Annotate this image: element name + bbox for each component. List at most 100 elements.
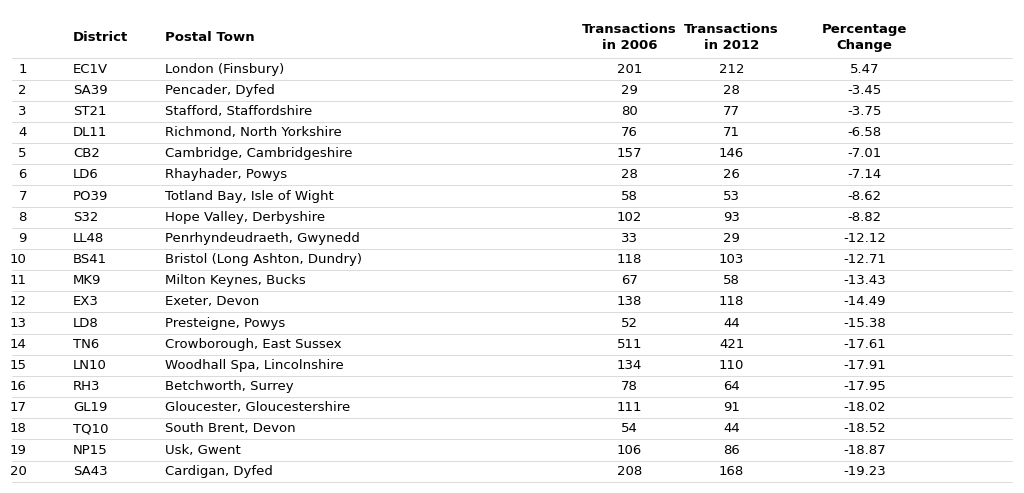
Text: 20: 20 bbox=[10, 465, 27, 478]
Text: Penrhyndeudraeth, Gwynedd: Penrhyndeudraeth, Gwynedd bbox=[165, 232, 359, 245]
Text: Percentage
Change: Percentage Change bbox=[821, 23, 907, 52]
Text: 76: 76 bbox=[621, 126, 638, 139]
Text: London (Finsbury): London (Finsbury) bbox=[165, 63, 284, 75]
Text: 208: 208 bbox=[616, 465, 642, 478]
Text: 118: 118 bbox=[719, 295, 744, 309]
Text: 5.47: 5.47 bbox=[850, 63, 879, 75]
Text: LN10: LN10 bbox=[73, 359, 106, 372]
Text: 64: 64 bbox=[723, 380, 740, 393]
Text: -13.43: -13.43 bbox=[843, 274, 886, 287]
Text: 212: 212 bbox=[719, 63, 744, 75]
Text: 10: 10 bbox=[10, 253, 27, 266]
Text: 54: 54 bbox=[621, 423, 638, 435]
Text: 28: 28 bbox=[723, 84, 740, 97]
Text: Totland Bay, Isle of Wight: Totland Bay, Isle of Wight bbox=[165, 189, 334, 203]
Text: Cambridge, Cambridgeshire: Cambridge, Cambridgeshire bbox=[165, 147, 352, 160]
Text: -17.91: -17.91 bbox=[843, 359, 886, 372]
Text: 511: 511 bbox=[616, 338, 642, 351]
Text: Postal Town: Postal Town bbox=[165, 31, 254, 44]
Text: MK9: MK9 bbox=[73, 274, 101, 287]
Text: 11: 11 bbox=[10, 274, 27, 287]
Text: PO39: PO39 bbox=[73, 189, 109, 203]
Text: -15.38: -15.38 bbox=[843, 317, 886, 329]
Text: 8: 8 bbox=[18, 211, 27, 224]
Text: 12: 12 bbox=[10, 295, 27, 309]
Text: DL11: DL11 bbox=[73, 126, 108, 139]
Text: 67: 67 bbox=[621, 274, 638, 287]
Text: -17.61: -17.61 bbox=[843, 338, 886, 351]
Text: RH3: RH3 bbox=[73, 380, 100, 393]
Text: -17.95: -17.95 bbox=[843, 380, 886, 393]
Text: Bristol (Long Ashton, Dundry): Bristol (Long Ashton, Dundry) bbox=[165, 253, 361, 266]
Text: EX3: EX3 bbox=[73, 295, 98, 309]
Text: -18.87: -18.87 bbox=[843, 444, 886, 457]
Text: Cardigan, Dyfed: Cardigan, Dyfed bbox=[165, 465, 272, 478]
Text: NP15: NP15 bbox=[73, 444, 108, 457]
Text: -12.12: -12.12 bbox=[843, 232, 886, 245]
Text: Presteigne, Powys: Presteigne, Powys bbox=[165, 317, 285, 329]
Text: LD6: LD6 bbox=[73, 169, 98, 181]
Text: 29: 29 bbox=[723, 232, 740, 245]
Text: 5: 5 bbox=[18, 147, 27, 160]
Text: SA43: SA43 bbox=[73, 465, 108, 478]
Text: -3.45: -3.45 bbox=[847, 84, 882, 97]
Text: 138: 138 bbox=[616, 295, 642, 309]
Text: 93: 93 bbox=[723, 211, 740, 224]
Text: 58: 58 bbox=[621, 189, 638, 203]
Text: -3.75: -3.75 bbox=[847, 105, 882, 118]
Text: 44: 44 bbox=[723, 423, 740, 435]
Text: 86: 86 bbox=[723, 444, 740, 457]
Text: CB2: CB2 bbox=[73, 147, 99, 160]
Text: 3: 3 bbox=[18, 105, 27, 118]
Text: Rhayhader, Powys: Rhayhader, Powys bbox=[165, 169, 287, 181]
Text: 44: 44 bbox=[723, 317, 740, 329]
Text: 7: 7 bbox=[18, 189, 27, 203]
Text: South Brent, Devon: South Brent, Devon bbox=[165, 423, 295, 435]
Text: SA39: SA39 bbox=[73, 84, 108, 97]
Text: 168: 168 bbox=[719, 465, 744, 478]
Text: 110: 110 bbox=[719, 359, 744, 372]
Text: 6: 6 bbox=[18, 169, 27, 181]
Text: Stafford, Staffordshire: Stafford, Staffordshire bbox=[165, 105, 312, 118]
Text: 80: 80 bbox=[622, 105, 638, 118]
Text: Woodhall Spa, Lincolnshire: Woodhall Spa, Lincolnshire bbox=[165, 359, 343, 372]
Text: 16: 16 bbox=[10, 380, 27, 393]
Text: 134: 134 bbox=[616, 359, 642, 372]
Text: 19: 19 bbox=[10, 444, 27, 457]
Text: -7.01: -7.01 bbox=[847, 147, 882, 160]
Text: 18: 18 bbox=[10, 423, 27, 435]
Text: 102: 102 bbox=[616, 211, 642, 224]
Text: 421: 421 bbox=[719, 338, 744, 351]
Text: 15: 15 bbox=[10, 359, 27, 372]
Text: 106: 106 bbox=[616, 444, 642, 457]
Text: 91: 91 bbox=[723, 401, 740, 414]
Text: LL48: LL48 bbox=[73, 232, 104, 245]
Text: BS41: BS41 bbox=[73, 253, 106, 266]
Text: 103: 103 bbox=[719, 253, 744, 266]
Text: LD8: LD8 bbox=[73, 317, 98, 329]
Text: Hope Valley, Derbyshire: Hope Valley, Derbyshire bbox=[165, 211, 325, 224]
Text: 157: 157 bbox=[616, 147, 642, 160]
Text: Richmond, North Yorkshire: Richmond, North Yorkshire bbox=[165, 126, 342, 139]
Text: 118: 118 bbox=[616, 253, 642, 266]
Text: -18.02: -18.02 bbox=[843, 401, 886, 414]
Text: -12.71: -12.71 bbox=[843, 253, 886, 266]
Text: Usk, Gwent: Usk, Gwent bbox=[165, 444, 241, 457]
Text: 201: 201 bbox=[616, 63, 642, 75]
Text: 26: 26 bbox=[723, 169, 740, 181]
Text: Transactions
in 2006: Transactions in 2006 bbox=[582, 23, 677, 52]
Text: -8.62: -8.62 bbox=[847, 189, 882, 203]
Text: 29: 29 bbox=[621, 84, 638, 97]
Text: 13: 13 bbox=[10, 317, 27, 329]
Text: 4: 4 bbox=[18, 126, 27, 139]
Text: ST21: ST21 bbox=[73, 105, 106, 118]
Text: 14: 14 bbox=[10, 338, 27, 351]
Text: S32: S32 bbox=[73, 211, 98, 224]
Text: 58: 58 bbox=[723, 274, 740, 287]
Text: 146: 146 bbox=[719, 147, 744, 160]
Text: -14.49: -14.49 bbox=[843, 295, 886, 309]
Text: -18.52: -18.52 bbox=[843, 423, 886, 435]
Text: 52: 52 bbox=[621, 317, 638, 329]
Text: Exeter, Devon: Exeter, Devon bbox=[165, 295, 259, 309]
Text: 53: 53 bbox=[723, 189, 740, 203]
